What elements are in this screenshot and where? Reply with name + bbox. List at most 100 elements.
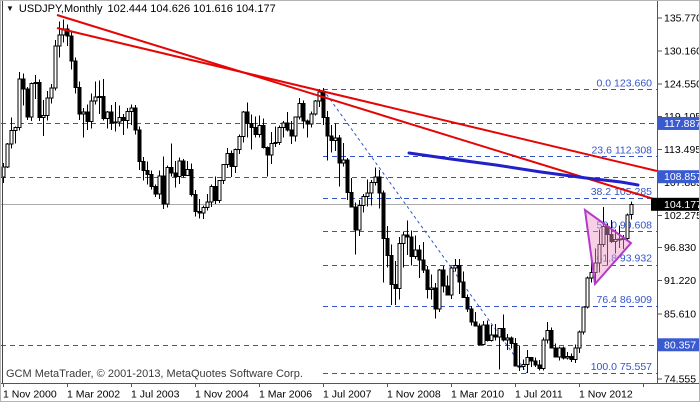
candle: [517, 345, 522, 372]
candle-body: [385, 237, 390, 256]
candle-body: [261, 125, 266, 149]
candle: [277, 125, 282, 146]
price-axis[interactable]: 135.770130.160124.550119.105113.495107.8…: [657, 1, 700, 385]
candle: [397, 237, 402, 300]
candle-body: [493, 334, 498, 338]
time-axis[interactable]: 1 Nov 2000 1 Mar 2002 1 Jul 2003 1 Nov 2004…: [1, 383, 700, 401]
candle-body: [117, 116, 122, 123]
candle-body: [517, 365, 522, 368]
candle-body: [101, 95, 106, 120]
candle: [13, 126, 18, 144]
pennant-triangle[interactable]: [583, 207, 633, 287]
candle: [365, 179, 370, 207]
candle: [133, 105, 138, 135]
candle: [505, 333, 510, 350]
candle-body: [337, 137, 342, 164]
candle-body: [249, 122, 254, 129]
symbol-dropdown-icon[interactable]: ▼: [6, 4, 14, 13]
candle: [533, 357, 538, 367]
candle: [9, 117, 14, 149]
fib-level-label: 61.8 93.932: [597, 253, 653, 265]
candle: [413, 235, 418, 260]
candle: [429, 274, 434, 300]
candle: [129, 104, 134, 126]
candle: [225, 148, 230, 169]
candle: [357, 200, 362, 237]
candle: [81, 108, 86, 138]
candle: [477, 323, 482, 346]
candle-body: [361, 196, 366, 206]
candle: [141, 156, 146, 181]
candle-body: [629, 203, 634, 216]
candle: [617, 225, 622, 248]
current-price-badge: 104.177: [651, 197, 699, 211]
candle: [113, 102, 118, 132]
candle-body: [185, 168, 190, 176]
moving-average-line[interactable]: [407, 151, 640, 187]
badge-label: 117.887: [664, 118, 700, 130]
candle-body: [453, 265, 458, 269]
fib-level-label: 76.4 86.909: [597, 294, 653, 306]
candle-body: [149, 174, 154, 187]
candle: [169, 143, 174, 177]
candle-body: [341, 159, 346, 164]
candle-body: [141, 161, 146, 172]
candle: [285, 112, 290, 132]
candle-body: [225, 152, 230, 166]
candle-body: [301, 102, 306, 122]
candle: [333, 123, 338, 152]
time-tick-label: 1 Jul 2003: [131, 389, 180, 401]
candle-body: [609, 233, 614, 242]
candle-body: [157, 175, 162, 195]
candle: [493, 323, 498, 341]
candle: [545, 322, 550, 344]
candle: [581, 306, 586, 335]
candle: [121, 113, 126, 136]
candle: [153, 184, 158, 198]
candle: [65, 24, 70, 47]
time-tick-label: 1 Mar 2006: [259, 389, 312, 401]
candle: [461, 271, 466, 298]
candle-body: [329, 135, 334, 141]
candle-body: [625, 214, 630, 239]
candle: [337, 135, 342, 187]
candle-body: [313, 100, 318, 115]
candle-body: [309, 113, 314, 125]
candle: [25, 86, 30, 120]
trendline[interactable]: [56, 14, 658, 201]
trendline[interactable]: [56, 27, 658, 172]
candle: [245, 102, 250, 138]
price-tick-label: 96.830: [664, 242, 696, 254]
candle-body: [365, 192, 370, 198]
badge-label: 80.357: [664, 339, 696, 351]
candle-body: [541, 339, 546, 370]
candle: [53, 40, 58, 91]
candle-body: [181, 160, 186, 176]
candle: [193, 190, 198, 217]
candle-body: [425, 269, 430, 291]
candle-body: [177, 160, 182, 177]
candle-body: [41, 115, 46, 118]
candle: [593, 248, 598, 283]
candle-body: [13, 127, 18, 131]
candle: [489, 325, 494, 342]
time-tick-label: 1 Nov 2004: [195, 389, 249, 401]
candle: [249, 114, 254, 150]
candle-body: [9, 129, 14, 145]
candle-body: [25, 88, 30, 118]
candle-body: [461, 281, 466, 298]
candle-body: [345, 159, 350, 193]
candle: [201, 205, 206, 219]
candle-body: [281, 122, 286, 129]
candle: [137, 126, 142, 170]
candle-body: [93, 96, 98, 102]
candle: [185, 161, 190, 176]
candle: [209, 184, 214, 208]
candle-body: [613, 239, 618, 242]
candle: [157, 170, 162, 199]
candle-body: [457, 265, 462, 283]
candle: [597, 229, 602, 273]
candle: [445, 275, 450, 296]
